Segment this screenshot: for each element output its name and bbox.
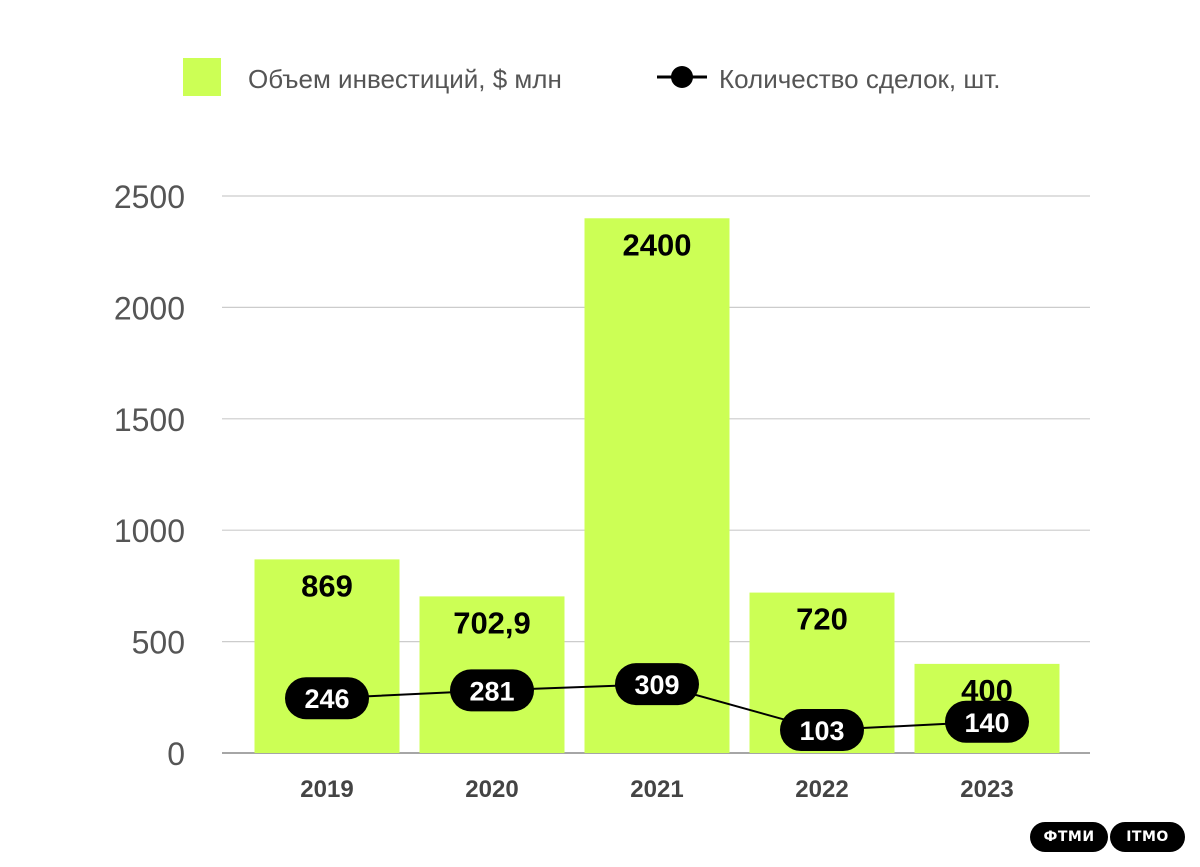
y-tick-label: 2500 <box>114 179 185 215</box>
brand-logos: ФТМИ ITMO <box>1030 822 1185 852</box>
x-tick-label: 2021 <box>630 776 683 803</box>
bar <box>254 559 400 753</box>
line-value-label: 140 <box>964 708 1009 738</box>
legend-bar-label: Объем инвестиций, $ млн <box>248 64 562 94</box>
x-tick-label: 2020 <box>465 776 518 803</box>
y-tick-label: 1500 <box>114 402 185 438</box>
legend-line-marker-icon <box>657 66 707 88</box>
legend-bar-swatch <box>183 58 221 96</box>
bar-value-label: 869 <box>301 568 353 603</box>
y-tick-label: 500 <box>132 625 185 661</box>
line-value-label: 309 <box>634 670 679 700</box>
x-tick-label: 2022 <box>795 776 848 803</box>
x-tick-label: 2023 <box>960 776 1013 803</box>
legend-line-label: Количество сделок, шт. <box>719 64 1001 94</box>
line-value-label: 281 <box>469 676 514 706</box>
brand-itmo-logo: ITMO <box>1110 822 1185 852</box>
line-point-marker <box>945 700 1029 743</box>
line-value-label: 103 <box>799 716 844 746</box>
line-point-marker <box>615 663 699 706</box>
line-point-marker <box>285 677 369 720</box>
bar-value-label: 720 <box>796 602 848 637</box>
line-value-label: 246 <box>304 684 349 714</box>
y-tick-label: 2000 <box>114 290 185 326</box>
x-tick-label: 2019 <box>300 776 353 803</box>
chart-legend: Объем инвестиций, $ млн Количество сдело… <box>0 56 1200 98</box>
bar-value-label: 702,9 <box>453 605 531 640</box>
brand-ftmi-logo: ФТМИ <box>1030 822 1108 852</box>
y-tick-label: 1000 <box>114 513 185 549</box>
bar-value-label: 2400 <box>623 227 692 262</box>
line-point-marker <box>450 669 534 712</box>
y-tick-label: 0 <box>167 736 185 772</box>
line-point-marker <box>780 709 864 752</box>
